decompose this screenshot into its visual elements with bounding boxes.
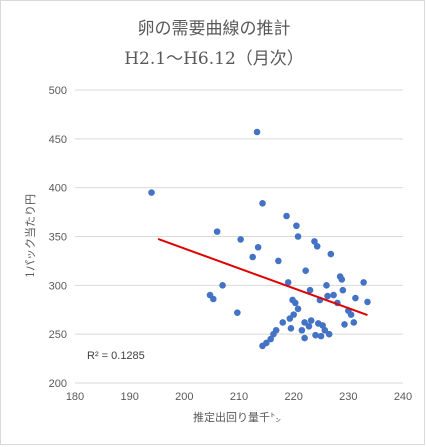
data-point xyxy=(312,331,319,339)
data-point xyxy=(364,298,371,306)
r-squared-label: R² = 0.1285 xyxy=(87,350,145,362)
data-point xyxy=(148,189,155,196)
data-point xyxy=(259,199,266,207)
data-point xyxy=(279,319,287,326)
data-point xyxy=(263,339,270,347)
data-point xyxy=(294,305,302,313)
data-point xyxy=(360,279,367,286)
data-point xyxy=(294,233,302,240)
data-point xyxy=(330,291,337,299)
data-point xyxy=(324,292,331,300)
y-tick-label: 300 xyxy=(49,280,67,292)
data-point xyxy=(253,128,261,136)
data-point xyxy=(311,238,318,245)
chart-title: 卵の需要曲線の推計 xyxy=(138,19,291,39)
data-point xyxy=(290,311,297,318)
data-point xyxy=(352,294,359,302)
data-point xyxy=(327,250,335,258)
data-point xyxy=(210,295,217,303)
x-tick-label: 190 xyxy=(120,391,138,403)
data-point xyxy=(219,282,226,289)
data-point xyxy=(321,326,329,334)
data-point xyxy=(338,276,346,283)
x-tick-label: 210 xyxy=(230,391,248,403)
data-point xyxy=(305,323,313,330)
data-point xyxy=(301,319,308,326)
data-point xyxy=(287,325,295,332)
y-tick-label: 350 xyxy=(49,232,67,244)
data-point xyxy=(237,236,244,243)
y-tick-labels: 200 250 300 350 400 450 500 xyxy=(49,85,67,390)
data-point xyxy=(275,257,282,265)
data-point xyxy=(302,267,309,274)
data-point xyxy=(283,212,290,220)
data-point xyxy=(347,311,355,318)
y-tick-label: 250 xyxy=(49,329,67,341)
data-point xyxy=(298,326,306,334)
data-points xyxy=(148,128,371,350)
data-point xyxy=(272,326,280,334)
data-point xyxy=(339,286,347,294)
data-point xyxy=(306,286,314,294)
x-tick-label: 200 xyxy=(175,391,193,403)
data-point xyxy=(267,335,275,343)
x-tick-label: 180 xyxy=(66,391,84,403)
data-point xyxy=(350,319,358,326)
x-tick-label: 240 xyxy=(394,391,412,403)
chart-subtitle: H2.1～H6.12（月次） xyxy=(124,49,304,69)
trendline xyxy=(157,238,368,317)
y-tick-label: 500 xyxy=(49,85,67,97)
data-point xyxy=(213,228,221,235)
x-tick-label: 220 xyxy=(284,391,302,403)
data-point xyxy=(325,330,333,338)
y-tick-label: 450 xyxy=(49,134,67,146)
data-point xyxy=(254,243,262,251)
data-point xyxy=(293,222,300,230)
data-point xyxy=(317,332,325,340)
data-point xyxy=(307,317,315,324)
data-point xyxy=(234,309,241,316)
data-point xyxy=(284,279,292,286)
gridlines xyxy=(75,89,403,384)
y-tick-label: 200 xyxy=(49,378,67,390)
data-point xyxy=(292,299,299,307)
data-point xyxy=(323,282,330,289)
data-point xyxy=(301,334,308,342)
x-axis-label: 推定出回り量千㌧ xyxy=(193,410,281,424)
data-point xyxy=(341,321,348,328)
data-point xyxy=(313,242,321,250)
data-point xyxy=(249,253,256,261)
x-tick-label: 230 xyxy=(339,391,357,403)
y-axis-label: 1パック当たり円 xyxy=(23,194,37,278)
y-tick-label: 400 xyxy=(49,183,67,195)
x-tick-labels: 180 190 200 210 220 230 240 xyxy=(66,391,412,403)
